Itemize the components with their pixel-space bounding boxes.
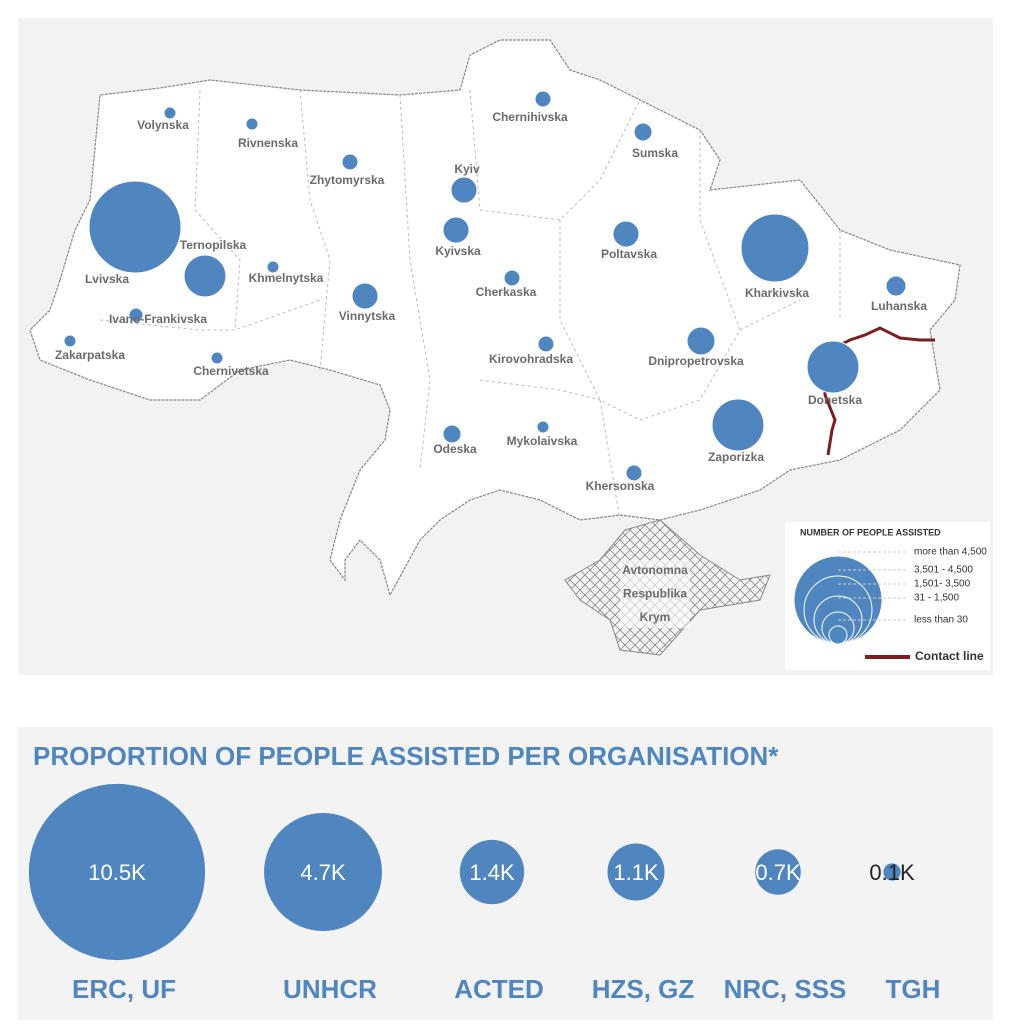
region-label: Kyivska [435,244,481,258]
region-label: Mykolaivska [507,434,578,448]
org-value-label: 1.1K [613,860,659,885]
region-label: Donetska [808,393,862,407]
region-label: Lvivska [85,272,129,286]
legend-title: NUMBER OF PEOPLE ASSISTED [800,527,941,537]
legend-circle [828,625,848,645]
org-value-label: 10.5K [88,860,146,885]
legend-contact-line: Contact line [915,649,984,663]
region-bubble [711,398,765,452]
org-bubble [607,843,665,901]
region-label: Cherkaska [476,285,537,299]
org-bubble [264,813,382,931]
region-bubble [442,424,462,444]
region-bubble [740,213,810,283]
org-value-label: 0.1K [869,860,915,885]
org-bubble [755,849,801,895]
crimea-label: Avtonomna [622,563,688,577]
region-bubble [341,153,359,171]
org-name: TGH [886,974,941,1004]
region-bubble [536,420,550,434]
region-label: Kharkivska [745,286,809,300]
org-value-label: 4.7K [300,860,346,885]
country-outline [29,39,961,597]
org-name: NRC, SSS [724,974,847,1004]
region-bubble [534,90,552,108]
org-name: ERC, UF [72,974,176,1004]
region-label: Chernihivska [492,110,568,124]
region-bubble [537,335,555,353]
org-name: UNHCR [283,974,377,1004]
region-label: Zhytomyrska [310,173,385,187]
region-label: Khmelnytska [249,271,324,285]
region-bubble [128,307,144,323]
region-bubble [183,254,227,298]
region-label: Volynska [137,118,189,132]
region-label: Ternopilska [180,238,247,252]
region-bubble [625,464,643,482]
org-bubble [459,839,525,905]
region-bubble [806,340,860,394]
org-name: ACTED [454,974,544,1004]
region-label: Luhanska [871,299,927,313]
region-label: Rivnenska [238,136,298,150]
region-label: Chernivetska [193,364,269,378]
region-label: Kyiv [454,162,480,176]
legend-item: 1,501- 3,500 [914,579,971,590]
region-bubble [245,117,259,131]
crimea-label: Krym [640,610,671,624]
region-label: Zaporizka [708,450,764,464]
region-label: Poltavska [601,247,657,261]
legend-item: 3,501 - 4,500 [914,565,973,576]
region-bubble [686,326,716,356]
region-bubble [450,176,478,204]
crimea-label-bg [620,560,690,628]
region-bubble [503,269,521,287]
region-bubble [88,180,182,274]
org-value-label: 0.7K [755,860,801,885]
region-label: Khersonska [586,479,655,493]
region-label: Kirovohradska [489,352,573,366]
region-label: Ivano-Frankivska [109,312,207,326]
region-label: Odeska [433,442,477,456]
region-bubble [163,106,177,120]
region-bubble [351,282,379,310]
region-bubble [885,275,907,297]
region-bubble [633,122,653,142]
legend-circles [793,555,883,645]
oblast-borders [99,89,841,521]
region-bubble [63,334,77,348]
region-bubble [612,220,640,248]
region-label: Dnipropetrovska [648,354,744,368]
org-name: HZS, GZ [592,974,695,1004]
legend-item: 31 - 1,500 [914,593,959,604]
org-bubble [28,783,206,961]
chart-title: PROPORTION OF PEOPLE ASSISTED PER ORGANI… [33,741,779,771]
region-bubble [210,351,224,365]
org-bubble [883,863,901,881]
org-value-label: 1.4K [469,860,515,885]
crimea-label: Respublika [623,587,687,601]
region-label: Zakarpatska [55,348,125,362]
region-label: Vinnytska [339,309,396,323]
region-label: Sumska [632,146,678,160]
legend-item: more than 4,500 [914,547,987,558]
region-bubble [442,216,470,244]
legend-item: less than 30 [914,615,968,626]
region-bubble [266,260,280,274]
